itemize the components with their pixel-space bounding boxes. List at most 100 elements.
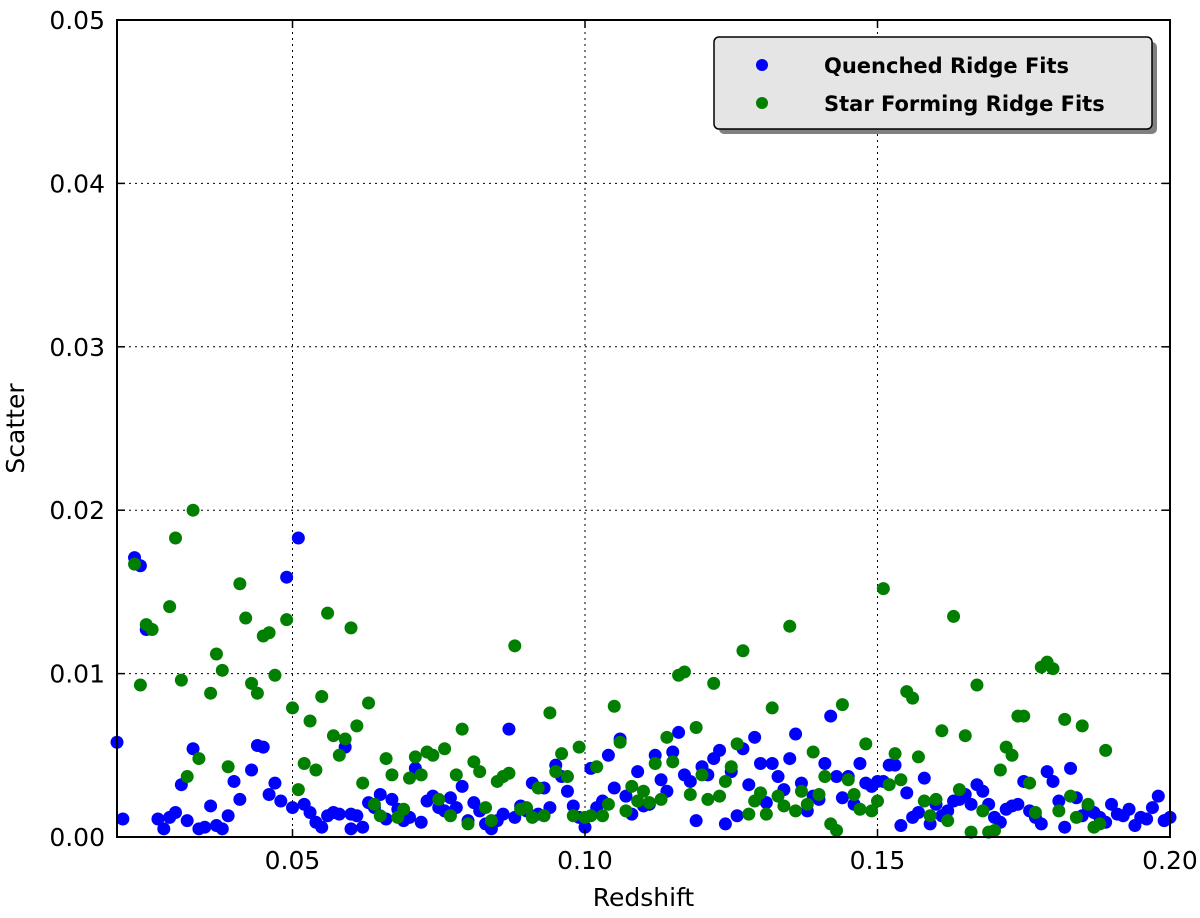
star-forming-point	[666, 755, 680, 769]
legend-box	[713, 36, 1153, 130]
quenched-point	[631, 765, 645, 779]
star-forming-point	[572, 740, 586, 754]
x-tick-label: 0.10	[557, 846, 613, 875]
star-forming-point	[280, 613, 294, 627]
plot-frame	[116, 19, 1171, 838]
quenched-point	[1052, 794, 1066, 808]
series-1	[128, 503, 1113, 839]
quenched-point	[286, 801, 299, 815]
star-forming-point	[970, 678, 984, 692]
star-forming-point	[958, 729, 972, 743]
y-tick-label: 0.02	[49, 496, 105, 525]
star-forming-point	[408, 750, 422, 764]
star-forming-point	[789, 804, 803, 818]
star-forming-point	[180, 770, 194, 784]
star-forming-point	[637, 784, 650, 798]
star-forming-point	[859, 737, 873, 751]
star-forming-point	[379, 752, 393, 766]
star-forming-point	[508, 639, 522, 653]
star-forming-point	[648, 756, 662, 770]
quenched-point	[303, 805, 317, 819]
star-forming-point	[888, 747, 902, 761]
star-forming-point	[174, 673, 188, 687]
star-forming-point	[952, 783, 966, 797]
quenched-point	[560, 784, 574, 798]
star-forming-point	[145, 622, 159, 636]
star-forming-point	[566, 809, 580, 823]
star-forming-point	[326, 729, 340, 743]
star-forming-point	[262, 626, 276, 640]
star-forming-point	[730, 737, 744, 751]
quenched-point	[783, 752, 797, 766]
star-forming-point	[461, 817, 475, 831]
star-forming-point	[871, 794, 884, 808]
quenched-point	[256, 740, 270, 754]
star-forming-point	[1046, 662, 1060, 676]
star-forming-point	[338, 732, 352, 746]
star-forming-point	[619, 804, 633, 818]
quenched-point	[765, 756, 779, 770]
star-forming-point	[818, 770, 832, 784]
x-axis-title: Redshift	[593, 883, 695, 912]
quenched-point	[1040, 765, 1054, 779]
axis-ticks: 0.05 0.10 0.15 0.20 0.00 0.01 0.02 0.03 0.04 0.05	[49, 6, 1198, 875]
quenched-point	[502, 722, 516, 736]
star-forming-point	[414, 768, 428, 782]
star-forming-point	[1081, 797, 1095, 811]
star-forming-point	[689, 721, 703, 735]
quenched-point	[689, 814, 703, 828]
star-forming-point	[1058, 712, 1072, 726]
quenched-point	[221, 809, 235, 823]
quenched-point	[894, 819, 908, 833]
star-forming-point	[549, 765, 563, 779]
star-forming-point	[853, 802, 867, 816]
star-forming-point	[286, 701, 299, 715]
star-forming-point	[1005, 748, 1019, 762]
star-forming-point	[794, 784, 808, 798]
quenched-point	[754, 756, 767, 770]
quenched-point	[888, 758, 902, 772]
quenched-point	[824, 709, 838, 723]
star-forming-point	[1017, 709, 1031, 723]
legend-marker-star-forming	[756, 97, 768, 109]
star-forming-point	[473, 765, 487, 779]
quenched-point	[818, 756, 832, 770]
star-forming-point	[642, 796, 656, 810]
y-axis-title: Scatter	[1, 383, 30, 474]
legend-label-quenched: Quenched Ridge Fits	[824, 54, 1069, 78]
star-forming-point	[906, 691, 920, 705]
quenched-point	[1105, 797, 1118, 811]
star-forming-point	[467, 755, 481, 769]
star-forming-point	[344, 621, 358, 635]
y-tick-label: 0.04	[49, 169, 105, 198]
star-forming-point	[1075, 719, 1089, 733]
quenched-point	[619, 789, 633, 803]
y-tick-label: 0.05	[49, 6, 105, 35]
star-forming-point	[1023, 776, 1037, 790]
star-forming-point	[560, 770, 574, 784]
star-forming-point	[713, 789, 727, 803]
star-forming-point	[192, 752, 206, 766]
quenched-point	[157, 822, 171, 836]
star-forming-point	[759, 807, 773, 821]
star-forming-point	[835, 698, 849, 712]
quenched-point	[1034, 817, 1048, 831]
star-forming-point	[362, 696, 376, 710]
star-forming-point	[947, 609, 961, 623]
star-forming-point	[169, 531, 182, 545]
star-forming-point	[555, 747, 569, 761]
quenched-point	[1140, 812, 1154, 826]
quenched-point	[917, 771, 931, 785]
star-forming-point	[484, 814, 498, 828]
quenched-point	[941, 804, 955, 818]
star-forming-point	[736, 644, 750, 658]
quenched-point	[233, 792, 247, 806]
star-forming-point	[882, 778, 896, 792]
quenched-point	[964, 797, 978, 811]
star-forming-point	[297, 756, 311, 770]
star-forming-point	[1064, 789, 1078, 803]
star-forming-point	[993, 763, 1007, 777]
quenched-point	[414, 815, 428, 829]
star-forming-point	[1069, 810, 1083, 824]
quenched-point	[280, 570, 294, 584]
